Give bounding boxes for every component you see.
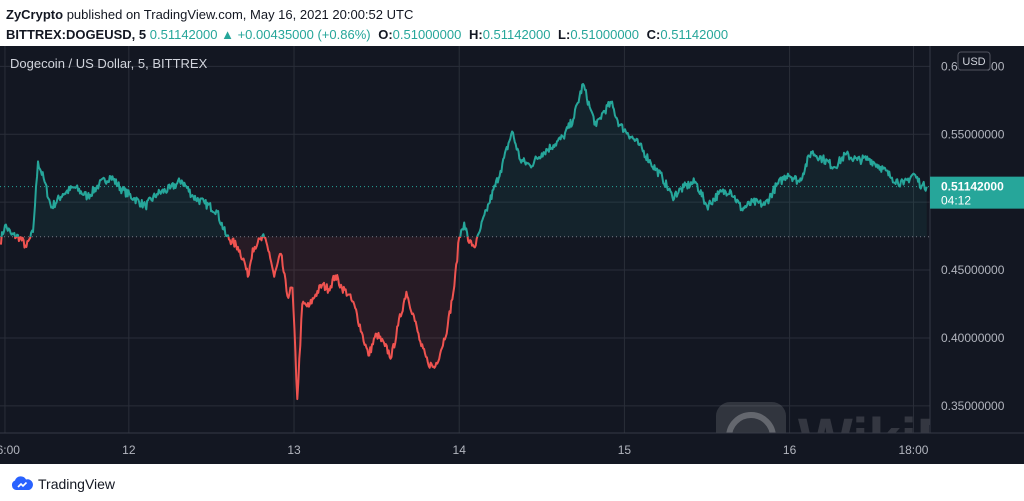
- down-line: [17, 236, 32, 249]
- up-line: [261, 233, 266, 238]
- currency-label: USD: [962, 56, 985, 68]
- down-line: [0, 236, 3, 245]
- grid-lines: [0, 46, 930, 433]
- price-tick-label: 0.55000000: [941, 127, 1005, 141]
- tradingview-logo-icon: [11, 476, 33, 490]
- footer: TradingView: [0, 466, 1024, 501]
- time-tick-label: 16: [783, 443, 797, 457]
- time-tick-label: 13: [287, 443, 301, 457]
- price-series: [0, 83, 928, 401]
- close-value: 0.51142000: [660, 27, 729, 42]
- down-line: [227, 236, 264, 278]
- up-line: [15, 233, 20, 238]
- open-label: O:: [378, 27, 393, 42]
- publisher-name[interactable]: ZyCrypto: [6, 7, 64, 22]
- publication-line: ZyCrypto published on TradingView.com, M…: [6, 6, 1018, 24]
- price-change: +0.00435000 (+0.86%): [237, 27, 371, 42]
- close-label: C:: [646, 27, 661, 42]
- tradingview-brand[interactable]: TradingView: [10, 474, 115, 494]
- high-label: H:: [468, 27, 483, 42]
- chart-area[interactable]: WikiBit Dogecoin / US Dollar, 5, BITTREX…: [0, 46, 1024, 464]
- time-tick-label: 06:00: [0, 443, 20, 457]
- low-label: L:: [558, 27, 571, 42]
- time-tick-label: 12: [122, 443, 136, 457]
- high-value: 0.51142000: [482, 27, 551, 42]
- up-line: [0, 223, 16, 237]
- price-tick-label: 0.35000000: [941, 399, 1005, 413]
- bar-countdown: 04:12: [941, 194, 971, 208]
- last-price-label: 0.51142000: [941, 180, 1004, 194]
- price-chart[interactable]: WikiBit Dogecoin / US Dollar, 5, BITTREX…: [0, 46, 1024, 464]
- up-line: [476, 83, 928, 238]
- price-axis-bg: [930, 46, 1024, 433]
- time-tick-label: 18:00: [898, 443, 928, 457]
- price-axis[interactable]: 0.600000000.550000000.500000000.45000000…: [929, 46, 1024, 433]
- open-value: 0.51000000: [392, 27, 462, 42]
- area-fills: [0, 84, 927, 400]
- down-line: [466, 236, 479, 249]
- last-price: 0.51142000: [149, 27, 218, 42]
- tradingview-text: TradingView: [38, 476, 116, 492]
- time-tick-label: 15: [618, 443, 632, 457]
- down-line: [14, 236, 18, 240]
- last-price-badge: 0.51142000 04:12: [930, 176, 1024, 209]
- symbol-label[interactable]: BITTREX:DOGEUSD, 5: [6, 27, 147, 42]
- down-area: [264, 236, 461, 400]
- up-line: [459, 221, 469, 237]
- chart-title: Dogecoin / US Dollar, 5, BITTREX: [10, 56, 208, 71]
- time-axis-bg: [0, 433, 1024, 464]
- currency-badge[interactable]: [957, 51, 991, 71]
- time-axis[interactable]: 06:00 12 13 14 15 16 18:00: [0, 432, 1024, 464]
- down-line: [263, 236, 462, 401]
- chart-background: [0, 46, 1024, 464]
- price-tick-label: 0.45000000: [941, 263, 1005, 277]
- published-text: published on TradingView.com, May 16, 20…: [66, 7, 414, 22]
- last-price-badge-bg: [930, 176, 1024, 209]
- low-value: 0.51000000: [570, 27, 640, 42]
- chart-header: ZyCrypto published on TradingView.com, M…: [6, 6, 1018, 44]
- change-arrow-icon: ▲: [221, 27, 234, 42]
- time-tick-label: 14: [453, 443, 467, 457]
- up-area: [477, 84, 927, 237]
- price-tick-label: 0.40000000: [941, 331, 1005, 345]
- ohlc-line: BITTREX:DOGEUSD, 5 0.51142000 ▲ +0.00435…: [6, 26, 1018, 44]
- up-line: [29, 160, 230, 238]
